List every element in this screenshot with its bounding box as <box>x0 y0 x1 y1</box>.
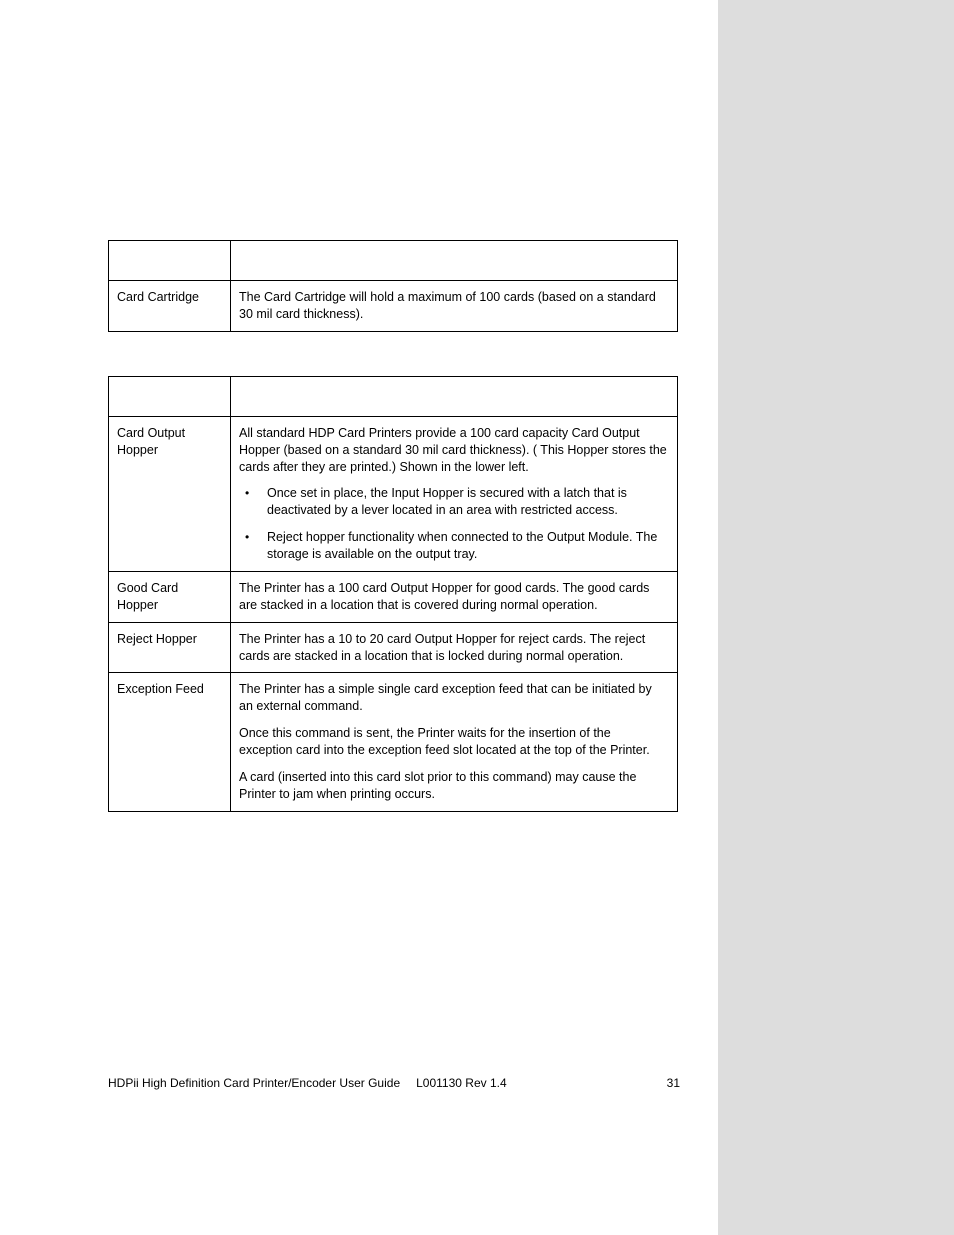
page-footer: HDPii High Definition Card Printer/Encod… <box>108 1076 680 1090</box>
paragraph: Once this command is sent, the Printer w… <box>239 725 667 759</box>
table2-header-c2 <box>231 376 678 416</box>
footer-revision: L001130 Rev 1.4 <box>416 1076 507 1090</box>
list-item: Once set in place, the Input Hopper is s… <box>239 485 667 519</box>
cell-desc-good-card-hopper: The Printer has a 100 card Output Hopper… <box>231 571 678 622</box>
table-row: Card Output Hopper All standard HDP Card… <box>109 416 678 571</box>
paragraph: The Printer has a 10 to 20 card Output H… <box>239 631 667 665</box>
bullet-list: Once set in place, the Input Hopper is s… <box>239 485 667 563</box>
table-hoppers: Card Output Hopper All standard HDP Card… <box>108 376 678 812</box>
cell-label-card-cartridge: Card Cartridge <box>109 281 231 332</box>
cell-label-card-output-hopper: Card Output Hopper <box>109 416 231 571</box>
footer-page-number: 31 <box>667 1076 680 1090</box>
table1-header-c2 <box>231 241 678 281</box>
table-row: Reject Hopper The Printer has a 10 to 20… <box>109 622 678 673</box>
cell-desc-card-cartridge: The Card Cartridge will hold a maximum o… <box>231 281 678 332</box>
table-row: Good Card Hopper The Printer has a 100 c… <box>109 571 678 622</box>
paragraph: A card (inserted into this card slot pri… <box>239 769 667 803</box>
right-margin-area <box>718 0 954 1235</box>
paragraph: The Printer has a 100 card Output Hopper… <box>239 580 667 614</box>
table2-header-c1 <box>109 376 231 416</box>
table1-header-c1 <box>109 241 231 281</box>
paragraph: The Printer has a simple single card exc… <box>239 681 667 715</box>
table-row: Exception Feed The Printer has a simple … <box>109 673 678 811</box>
cell-label-reject-hopper: Reject Hopper <box>109 622 231 673</box>
cell-label-good-card-hopper: Good Card Hopper <box>109 571 231 622</box>
page-content-area: Card Cartridge The Card Cartridge will h… <box>0 0 718 1235</box>
table-card-cartridge: Card Cartridge The Card Cartridge will h… <box>108 240 678 332</box>
body-content: Card Cartridge The Card Cartridge will h… <box>0 0 718 812</box>
cell-desc-reject-hopper: The Printer has a 10 to 20 card Output H… <box>231 622 678 673</box>
cell-desc-exception-feed: The Printer has a simple single card exc… <box>231 673 678 811</box>
footer-left: HDPii High Definition Card Printer/Encod… <box>108 1076 507 1090</box>
footer-doc-title: HDPii High Definition Card Printer/Encod… <box>108 1076 400 1090</box>
cell-label-exception-feed: Exception Feed <box>109 673 231 811</box>
cell-desc-card-output-hopper: All standard HDP Card Printers provide a… <box>231 416 678 571</box>
table-row: Card Cartridge The Card Cartridge will h… <box>109 281 678 332</box>
list-item: Reject hopper functionality when connect… <box>239 529 667 563</box>
paragraph: All standard HDP Card Printers provide a… <box>239 425 667 476</box>
